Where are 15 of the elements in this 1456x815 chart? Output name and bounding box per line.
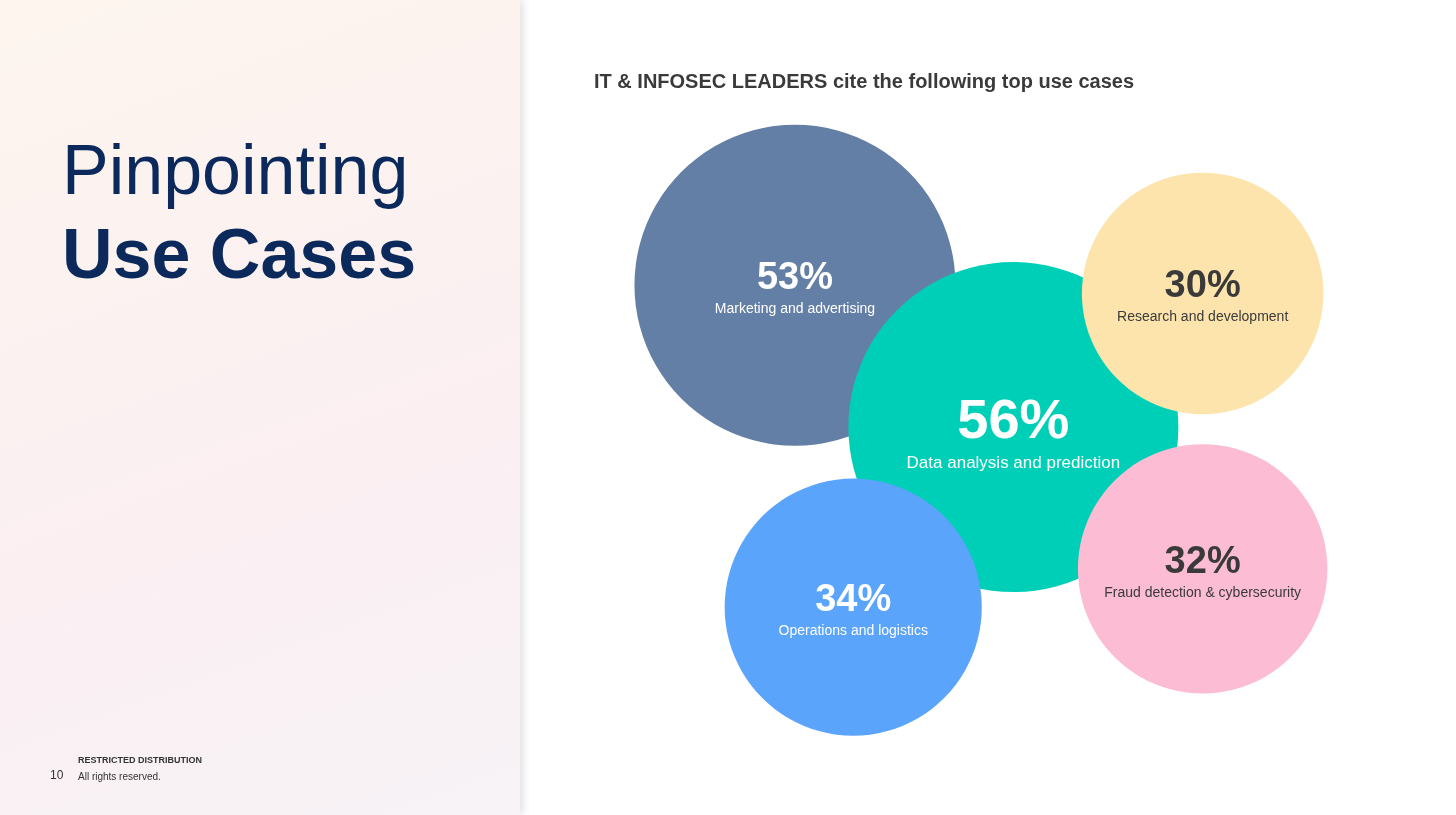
text: IT & INFOSEC LEADERS cite the following top use cases [594,70,1135,93]
text: 10 [50,768,64,782]
text: All rights reserved. [78,771,161,782]
data-label: 32% [1164,538,1241,581]
data-label: 56% [957,386,1070,450]
category-label: Fraud detection & cybersecurity [1104,583,1302,600]
category-label: Data analysis and prediction [906,452,1121,472]
text: RESTRICTED DISTRIBUTION [78,755,203,765]
data-label: 34% [815,577,892,620]
data-label: 53% [756,255,834,298]
data-label: 30% [1164,263,1241,306]
category-label: Marketing and advertising [714,300,876,317]
category-label: Operations and logistics [778,622,928,639]
text: Pinpointing Use Cases [62,130,417,295]
category-label: Research and development [1117,308,1289,325]
